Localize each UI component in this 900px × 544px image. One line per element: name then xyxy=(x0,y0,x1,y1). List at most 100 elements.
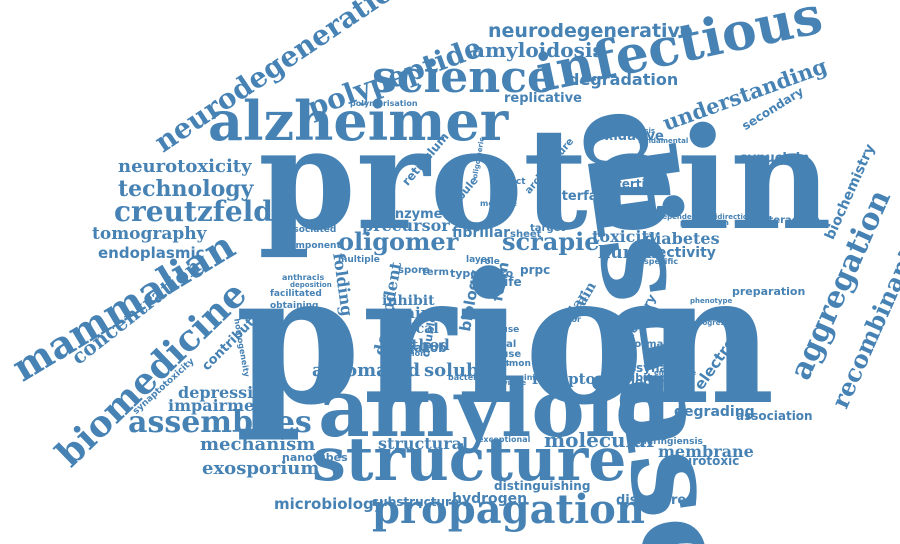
word-oligomer: oligomer xyxy=(338,227,459,256)
word-microbiology: microbiology xyxy=(274,495,384,513)
word-factor: factor xyxy=(554,315,581,324)
word-endoplasmic: endoplasmic xyxy=(98,244,205,262)
word-type: type xyxy=(450,267,478,280)
word-structure: structure xyxy=(312,425,627,495)
word-human: human xyxy=(598,243,665,263)
word-infection: infection xyxy=(386,349,426,358)
word-tomography: tomography xyxy=(92,224,207,244)
word-assemblies: assemblies xyxy=(128,405,312,440)
word-interaction: interaction xyxy=(758,215,820,226)
word-component: component xyxy=(284,241,341,251)
word-receptor: receptor xyxy=(532,370,604,388)
word-amyloidosis: amyloidosis xyxy=(472,38,604,62)
word-replicative: replicative xyxy=(504,91,582,106)
word-intact: intact xyxy=(496,177,526,187)
word-protein: protein xyxy=(258,98,832,262)
word-neurodegenerative: neurodegenerative xyxy=(488,20,693,42)
word-technology: technology xyxy=(118,176,254,202)
word-amyloid: amyloid xyxy=(318,361,672,455)
word-enzyme: enzyme xyxy=(386,207,443,222)
word-molecular: molecular xyxy=(544,428,657,452)
word-anthracis: anthracis xyxy=(282,273,325,282)
word-soluble: soluble xyxy=(424,360,497,381)
word-alzheimer: alzheimer xyxy=(208,89,509,153)
word-mechanism: mechanism xyxy=(200,434,316,455)
word-inhibitory: inhibitory xyxy=(612,371,673,384)
word-multiple: multiple xyxy=(338,255,380,265)
word-association: association xyxy=(736,409,813,423)
word-structural: structural xyxy=(378,434,469,453)
word-oxidative: oxidative xyxy=(596,129,664,144)
word-jakob: jakob xyxy=(410,341,447,355)
word-inhibition: inhibition xyxy=(524,373,568,382)
word-term: term xyxy=(422,267,449,278)
word-cause: cause xyxy=(490,325,520,335)
word-membrane: membrane xyxy=(658,442,754,461)
word-inhibit: inhibit xyxy=(382,293,435,309)
word-certain: certain xyxy=(624,219,648,226)
word-hydrogen: hydrogen xyxy=(452,491,528,507)
word-associated: associated xyxy=(282,225,337,235)
word-synuclein: synuclein xyxy=(740,151,810,166)
word-cerevisiae: cerevisiae xyxy=(486,379,527,387)
word-progress: progress xyxy=(694,319,729,327)
word-preparation: preparation xyxy=(732,285,806,298)
word-formation: formation xyxy=(630,339,686,350)
word-degradation: degradation xyxy=(568,70,679,89)
word-creutzfeldt: creutzfeldt xyxy=(114,195,286,228)
word-potentiation: potentiation xyxy=(680,219,729,227)
word-polymerisation: polymerisation xyxy=(350,99,418,108)
word-pathogenesis: pathogenesis xyxy=(602,127,656,135)
word-infectivity: infectivity xyxy=(636,245,716,261)
word-vitro: vitro xyxy=(484,267,514,280)
word-disordered: disordered xyxy=(616,493,696,508)
word-automated: automated xyxy=(312,360,421,381)
word-spore: spore xyxy=(398,265,430,276)
word-independent: independent xyxy=(650,213,700,221)
word-interface: interface xyxy=(548,189,615,204)
word-life: life xyxy=(500,275,522,289)
word-fundamental: fundamental xyxy=(638,137,689,145)
word-fibrillar: fibrillar xyxy=(452,225,511,241)
word-facilitated: facilitated xyxy=(270,289,322,299)
word-bacterial: bacterial xyxy=(448,373,488,382)
word-degrading: degrading xyxy=(674,404,755,420)
word-phenotype: phenotype xyxy=(690,297,733,305)
word-mouse: mouse xyxy=(484,349,522,360)
word-distinguishing: distinguishing xyxy=(494,479,591,493)
word-toxicity: toxicity xyxy=(592,227,659,246)
word-neurotoxicity: neurotoxicity xyxy=(118,156,252,177)
word-impairment: impairment xyxy=(168,396,274,415)
word-nanotubes: nanotubes xyxy=(282,451,348,464)
word-science: science xyxy=(372,52,556,103)
word-target: target xyxy=(530,223,566,234)
word-diabetes: diabetes xyxy=(644,229,720,248)
word-precursor: precursor xyxy=(362,216,450,235)
word-specific: specific xyxy=(644,257,679,266)
word-bidirectional: bidirectional xyxy=(710,213,760,221)
word-deposition: deposition xyxy=(290,281,332,289)
word-exceptional: exceptional xyxy=(478,435,531,444)
word-strain: strain xyxy=(382,304,432,322)
word-scrapie: scrapie xyxy=(502,227,600,256)
word-exosporium: exosporium xyxy=(202,458,320,479)
word-obtaining: obtaining xyxy=(270,301,319,311)
word-tertiary: tertiary xyxy=(616,177,668,191)
word-emphasize: emphasize xyxy=(654,369,697,377)
word-prpc: prpc xyxy=(520,263,551,277)
word-layer: layer xyxy=(466,255,492,265)
word-recent: recent xyxy=(484,359,510,367)
word-lethal: lethal xyxy=(484,339,517,350)
word-neurotoxic: neurotoxic xyxy=(667,454,740,468)
word-sheet: sheet xyxy=(510,229,542,240)
word-method: method xyxy=(386,336,450,354)
word-common: common xyxy=(488,359,531,369)
word-propagation: propagation xyxy=(372,486,645,533)
word-synaptic: synaptic xyxy=(636,361,694,375)
word-prion: prion xyxy=(235,234,775,445)
word-thuringiensis: thuringiensis xyxy=(636,437,703,447)
word-role: role xyxy=(480,257,500,267)
word-depression: depression xyxy=(178,383,276,402)
word-helical: helical xyxy=(386,321,439,337)
